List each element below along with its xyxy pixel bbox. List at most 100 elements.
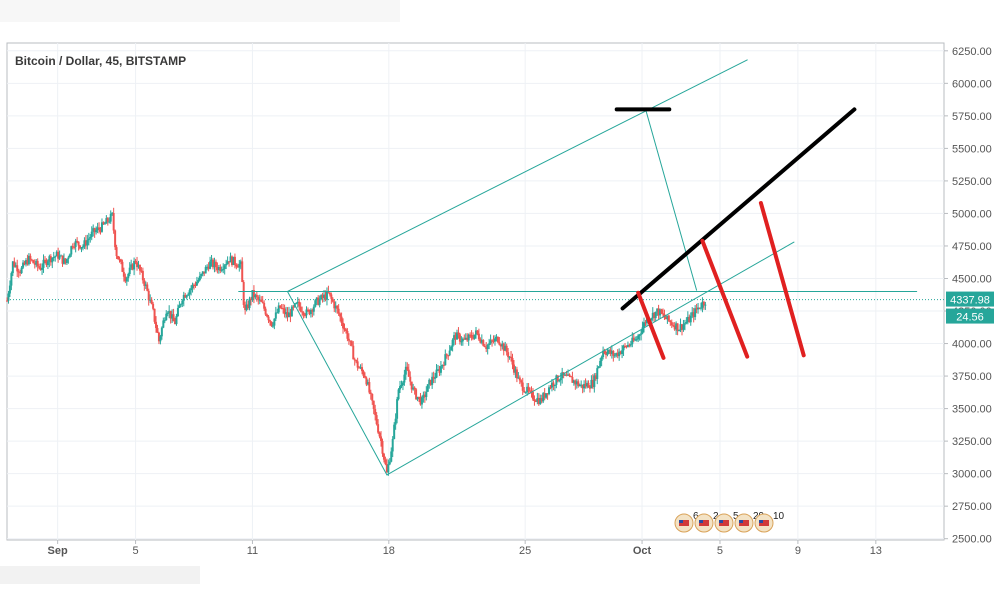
candle-body — [217, 266, 220, 271]
candle-body — [694, 308, 697, 318]
candle-body — [228, 261, 231, 263]
candle-body — [277, 305, 280, 313]
candle-body — [540, 398, 543, 402]
candle-body — [35, 260, 38, 265]
candle-body — [359, 367, 362, 369]
candle-body — [488, 343, 491, 346]
candle-body — [162, 320, 165, 328]
candle-body — [486, 345, 489, 349]
candle-body — [133, 260, 136, 270]
candle-body — [688, 316, 691, 323]
candle-body — [239, 261, 242, 265]
candle-body — [283, 308, 286, 315]
candle-body — [67, 257, 70, 260]
candle-body — [301, 311, 304, 313]
candle-body — [134, 260, 137, 263]
candle-body — [587, 382, 590, 388]
candle-body — [381, 440, 384, 454]
candle-body — [257, 296, 260, 300]
candle-body — [103, 223, 106, 225]
candle-body — [628, 344, 631, 346]
candle-body — [578, 385, 581, 387]
candle-body — [241, 261, 244, 283]
candle-body — [461, 338, 464, 342]
event-count-label: 2 — [713, 511, 719, 522]
candle-body — [48, 256, 51, 262]
candle-body — [504, 345, 507, 351]
candle-body — [299, 306, 302, 312]
candle-body — [287, 312, 290, 318]
candle-body — [62, 258, 65, 264]
candle-body — [121, 261, 124, 272]
candle-body — [58, 255, 61, 259]
candle-body — [399, 386, 402, 390]
candle-body — [361, 367, 364, 372]
candle-body — [22, 262, 25, 268]
candle-body — [204, 267, 207, 274]
candle-body — [476, 330, 479, 334]
candle-body — [575, 381, 578, 385]
candle-body — [51, 257, 54, 263]
candle-body — [194, 285, 197, 287]
candle-body — [603, 350, 606, 354]
candle-body — [79, 245, 82, 249]
candle-body — [669, 320, 672, 323]
candle-body — [382, 453, 385, 460]
candle-body — [55, 251, 58, 257]
candle-body — [178, 305, 181, 308]
time-axis[interactable]: Sep 5 11 18 25 Oct 5 9 13 — [48, 540, 882, 557]
candle-body — [588, 387, 591, 389]
x-tick-label: 25 — [519, 545, 531, 557]
candle-body — [609, 349, 612, 354]
candle-body — [534, 400, 537, 402]
candle-body — [163, 320, 166, 322]
candle-body — [429, 379, 432, 385]
candle-body — [245, 304, 248, 311]
candle-body — [157, 332, 160, 342]
candle-body — [590, 379, 593, 388]
candle-body — [70, 246, 73, 255]
candle-body — [242, 282, 245, 305]
candle-body — [550, 382, 553, 388]
candle-body — [524, 392, 527, 394]
candle-body — [412, 387, 415, 390]
candle-body — [521, 382, 524, 391]
candle-body — [480, 340, 483, 343]
candle-body — [106, 218, 109, 222]
candle-body — [323, 294, 326, 298]
candle-body — [680, 324, 683, 330]
candle-body — [337, 308, 340, 314]
candle-body — [352, 345, 355, 360]
candle-body — [292, 306, 295, 308]
candle-body — [460, 341, 463, 343]
candle-body — [409, 376, 412, 382]
trendline-channel-lower — [386, 241, 795, 476]
event-flag-canton — [719, 520, 723, 523]
event-markers[interactable]: 6252910 — [674, 511, 785, 533]
candle-body — [616, 353, 619, 357]
candle-body — [23, 262, 26, 265]
candle-body — [591, 379, 594, 388]
candle-body — [16, 265, 19, 272]
candle-body — [619, 351, 622, 354]
candle-body — [517, 377, 520, 379]
candle-body — [431, 376, 434, 385]
candle-body — [362, 371, 365, 376]
candle-body — [626, 344, 629, 347]
candle-body — [346, 330, 349, 339]
candle-body — [295, 302, 298, 304]
candles — [6, 207, 707, 476]
candle-body — [181, 300, 184, 305]
candle-body — [624, 345, 627, 347]
candle-body — [249, 298, 252, 301]
candle-body — [125, 278, 128, 282]
candle-body — [172, 314, 175, 322]
candle-body — [213, 261, 216, 268]
candle-body — [612, 351, 615, 356]
candle-body — [679, 324, 682, 331]
candle-body — [302, 312, 305, 315]
candle-body — [454, 335, 457, 340]
trendline-black-trend — [620, 107, 857, 311]
